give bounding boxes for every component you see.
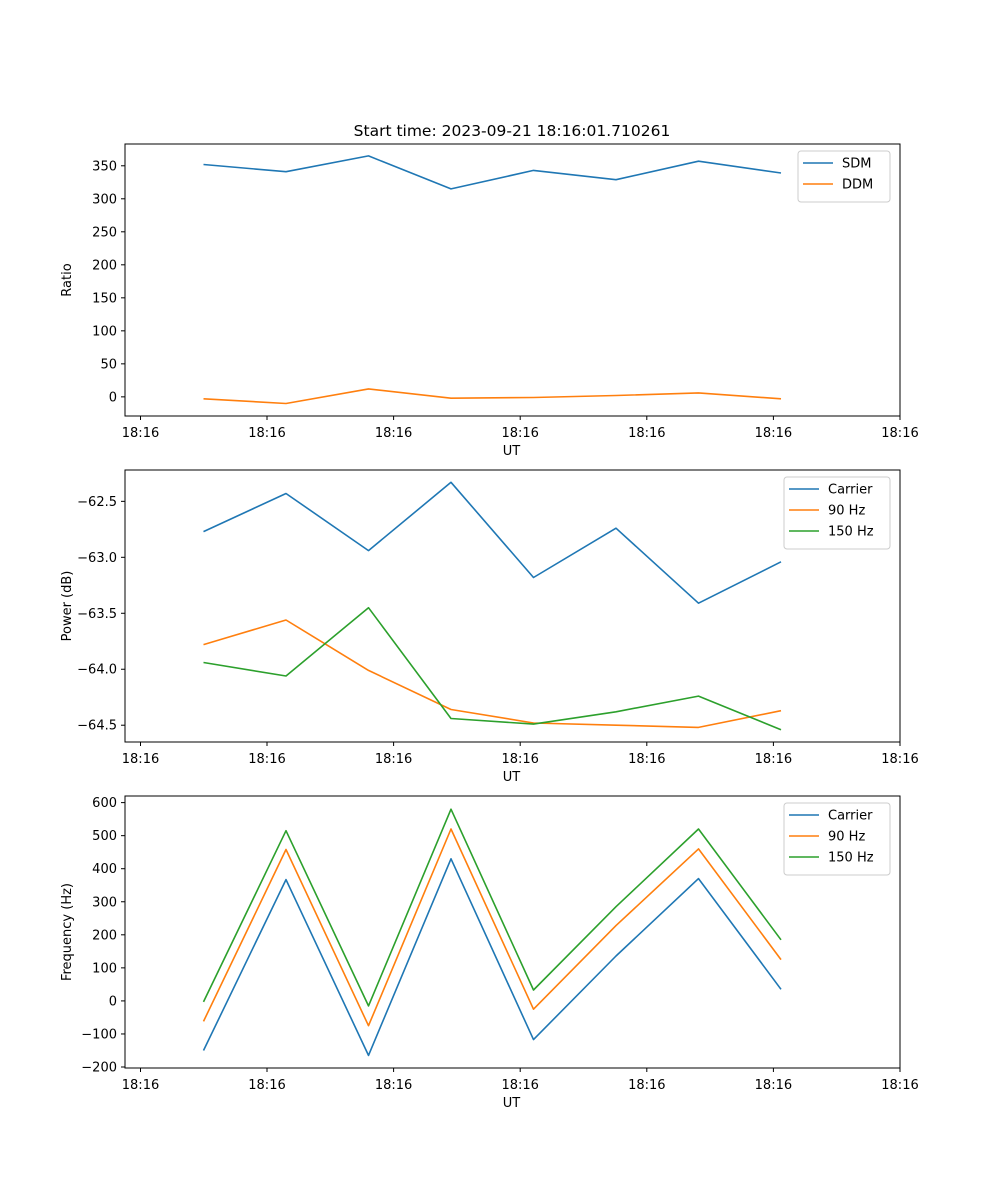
y-tick-label: 100	[92, 961, 117, 976]
x-tick-label: 18:16	[628, 426, 665, 441]
x-axis-label: UT	[503, 1096, 521, 1111]
y-tick-label: −62.5	[77, 495, 117, 510]
x-tick-label: 18:16	[375, 1078, 412, 1093]
y-tick-label: 300	[92, 192, 117, 207]
subplot-1: Ratio 0 50 100 150 200 250 300 350 18:16 18:16 18:1…	[60, 143, 919, 459]
series-line-150-hz	[202, 808, 782, 1007]
x-tick-label: 18:16	[501, 426, 538, 441]
x-tick-label: 18:16	[881, 426, 918, 441]
x-tick-label: 18:16	[122, 752, 159, 767]
y-axis-label: Ratio	[60, 263, 75, 296]
x-tick-label: 18:16	[248, 1078, 285, 1093]
legend-entry: 90 Hz	[828, 830, 865, 845]
y-tick-label: −100	[81, 1027, 117, 1042]
x-tick-label: 18:16	[501, 1078, 538, 1093]
y-tick-label: 0	[109, 390, 117, 405]
x-tick-label: 18:16	[755, 426, 792, 441]
y-tick-label: 400	[92, 862, 117, 877]
y-tick-label: 600	[92, 796, 117, 811]
x-tick-label: 18:16	[375, 426, 412, 441]
x-tick-label: 18:16	[122, 1078, 159, 1093]
axes-frame	[124, 143, 901, 417]
x-tick-label: 18:16	[881, 752, 918, 767]
legend-entry: 90 Hz	[828, 504, 865, 519]
x-tick-label: 18:16	[248, 426, 285, 441]
y-tick-label: −64.5	[77, 719, 117, 734]
x-tick-label: 18:16	[881, 1078, 918, 1093]
y-tick-label: 0	[109, 994, 117, 1009]
legend: Carrier 90 Hz 150 Hz	[783, 476, 891, 550]
y-axis-label: Frequency (Hz)	[60, 883, 75, 981]
series-line-carrier	[203, 481, 782, 605]
y-tick-label: −63.5	[77, 607, 117, 622]
y-tick-label: −64.0	[77, 663, 117, 678]
series-line-carrier	[202, 857, 782, 1057]
x-tick-label: 18:16	[248, 752, 285, 767]
x-tick-label: 18:16	[628, 752, 665, 767]
x-tick-label: 18:16	[628, 1078, 665, 1093]
y-tick-label: 250	[92, 225, 117, 240]
legend: SDM DDM	[797, 150, 891, 203]
y-tick-label: 50	[100, 357, 117, 372]
subplot-2: Power (dB) −64.5 −64.0 −63.5 −63.0 −62.5 18:16…	[60, 469, 919, 785]
axes-frame	[124, 795, 901, 1069]
axes-frame	[124, 469, 901, 743]
series-line-90-hz	[202, 828, 782, 1027]
y-tick-label: 150	[92, 291, 117, 306]
x-tick-label: 18:16	[375, 752, 412, 767]
y-tick-label: 200	[92, 258, 117, 273]
legend-entry: SDM	[842, 157, 871, 172]
series-line-sdm	[203, 155, 782, 190]
y-tick-label: 500	[92, 829, 117, 844]
legend-entry: 150 Hz	[828, 525, 874, 540]
series-line-ddm	[203, 388, 782, 405]
y-tick-label: 100	[92, 324, 117, 339]
legend-entry: Carrier	[828, 483, 873, 498]
x-tick-label: 18:16	[501, 752, 538, 767]
series-line-150-hz	[203, 606, 782, 731]
y-tick-label: 300	[92, 895, 117, 910]
series-line-90-hz	[203, 619, 782, 729]
figure-title: Start time: 2023-09-21 18:16:01.710261	[354, 122, 671, 140]
y-tick-label: −200	[81, 1061, 117, 1076]
x-axis-label: UT	[503, 444, 521, 459]
y-tick-label: 350	[92, 159, 117, 174]
x-axis-label: UT	[503, 770, 521, 785]
legend-entry: DDM	[842, 178, 873, 193]
legend: Carrier 90 Hz 150 Hz	[783, 802, 891, 876]
y-tick-label: −63.0	[77, 551, 117, 566]
x-tick-label: 18:16	[755, 1078, 792, 1093]
x-tick-label: 18:16	[122, 426, 159, 441]
legend-entry: Carrier	[828, 809, 873, 824]
y-tick-label: 200	[92, 928, 117, 943]
y-axis-label: Power (dB)	[60, 571, 75, 642]
legend-entry: 150 Hz	[828, 851, 874, 866]
subplot-3: Frequency (Hz) −200 −100 0 100 200 300 400 500 60…	[60, 795, 919, 1111]
x-tick-label: 18:16	[755, 752, 792, 767]
